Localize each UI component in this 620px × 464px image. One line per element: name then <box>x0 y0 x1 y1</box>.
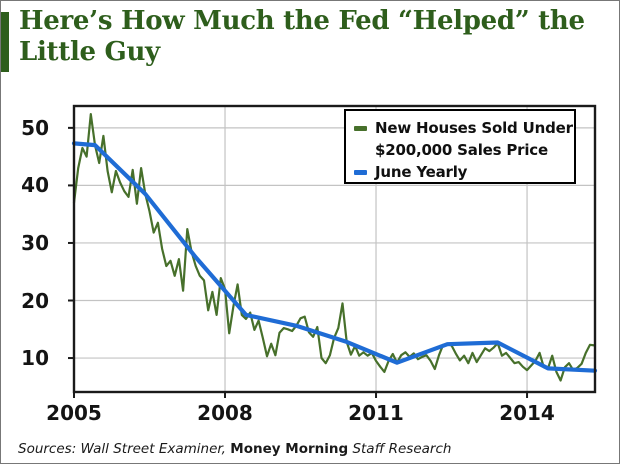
y-tick-label: 10 <box>21 346 49 371</box>
x-tick-label: 2011 <box>348 401 404 425</box>
y-tick-label: 50 <box>21 115 49 140</box>
legend: New Houses Sold Under $200,000 Sales Pri… <box>344 109 576 184</box>
sources-text: Sources: Wall Street Examiner, <box>18 441 226 457</box>
legend-item-june: June Yearly <box>354 161 574 183</box>
legend-june-label: June Yearly <box>375 163 468 181</box>
y-tick-label: 20 <box>21 288 49 313</box>
x-tick-label: 2014 <box>499 401 555 425</box>
title-accent-bar <box>1 12 9 72</box>
page-title-line1: Here’s How Much the Fed “Helped” the <box>19 6 585 36</box>
x-tick-label: 2005 <box>46 401 102 425</box>
page-title-line2: Little Guy <box>19 37 160 67</box>
legend-item-houses-line2: $200,000 Sales Price <box>354 139 574 161</box>
x-tick-label: 2008 <box>197 401 253 425</box>
page-title: Here’s How Much the Fed “Helped” the Lit… <box>19 6 585 68</box>
legend-houses-label-line1: New Houses Sold Under <box>375 119 573 137</box>
legend-item-houses: New Houses Sold Under <box>354 117 574 139</box>
staff-research-text: Staff Research <box>352 441 452 457</box>
y-tick-label: 30 <box>21 230 49 255</box>
houses-series-swatch <box>354 125 367 131</box>
legend-houses-label-line2: $200,000 Sales Price <box>375 141 548 159</box>
y-tick-label: 40 <box>21 173 49 198</box>
source-attribution: Sources: Wall Street Examiner, Money Mor… <box>18 441 451 457</box>
brand-name: Money Morning <box>230 441 349 457</box>
june-series-swatch <box>354 169 367 175</box>
